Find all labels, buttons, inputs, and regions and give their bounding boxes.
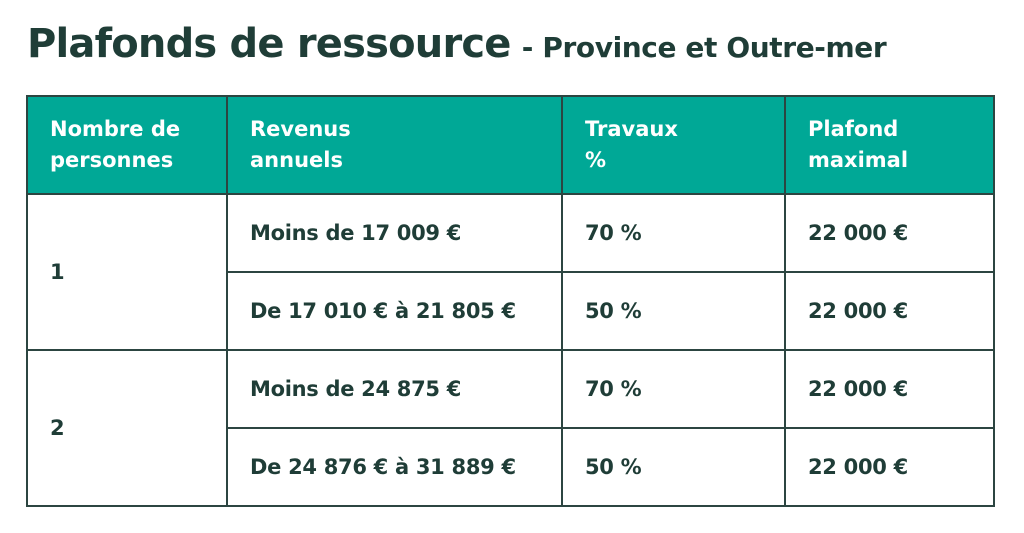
header-line: Travaux xyxy=(585,117,678,141)
plafond-cell: 22 000 € xyxy=(784,427,995,507)
revenus-cell: De 17 010 € à 21 805 € xyxy=(226,271,563,351)
header-plafond-maximal: Plafond maximal xyxy=(784,95,995,195)
revenus-cell: Moins de 24 875 € xyxy=(226,349,563,429)
header-line: Nombre de xyxy=(50,117,181,141)
header-line: Revenus xyxy=(250,117,351,141)
travaux-cell: 50 % xyxy=(561,427,786,507)
header-line: maximal xyxy=(808,148,909,172)
travaux-cell: 50 % xyxy=(561,271,786,351)
revenus-cell: Moins de 17 009 € xyxy=(226,193,563,273)
table-row: De 17 010 € à 21 805 € 50 % 22 000 € xyxy=(27,271,995,351)
title-subtitle: - Province et Outre-mer xyxy=(521,31,887,64)
header-line: % xyxy=(585,148,607,172)
travaux-cell: 70 % xyxy=(561,349,786,429)
table-row: De 24 876 € à 31 889 € 50 % 22 000 € xyxy=(27,427,995,507)
table-row: 1 Moins de 17 009 € 70 % 22 000 € xyxy=(26,193,995,351)
revenus-cell: De 24 876 € à 31 889 € xyxy=(226,427,563,507)
header-line: annuels xyxy=(250,148,343,172)
plafond-cell: 22 000 € xyxy=(784,349,995,429)
persons-cell: 2 xyxy=(26,349,228,507)
table-header-row: Nombre de personnes Revenus annuels Trav… xyxy=(26,95,995,195)
persons-cell: 1 xyxy=(26,193,228,351)
plafond-cell: 22 000 € xyxy=(784,193,995,273)
title-main: Plafonds de ressource xyxy=(27,21,511,67)
header-line: personnes xyxy=(50,148,174,172)
travaux-cell: 70 % xyxy=(561,193,786,273)
header-revenus-annuels: Revenus annuels xyxy=(226,95,563,195)
header-nombre-personnes: Nombre de personnes xyxy=(26,95,228,195)
header-line: Plafond xyxy=(808,117,899,141)
header-travaux: Travaux % xyxy=(561,95,786,195)
resource-ceiling-table: Nombre de personnes Revenus annuels Trav… xyxy=(26,95,995,507)
table-row: 2 Moins de 24 875 € 70 % 22 000 € xyxy=(26,349,995,507)
page-title: Plafonds de ressource - Province et Outr… xyxy=(27,14,887,78)
plafond-cell: 22 000 € xyxy=(784,271,995,351)
